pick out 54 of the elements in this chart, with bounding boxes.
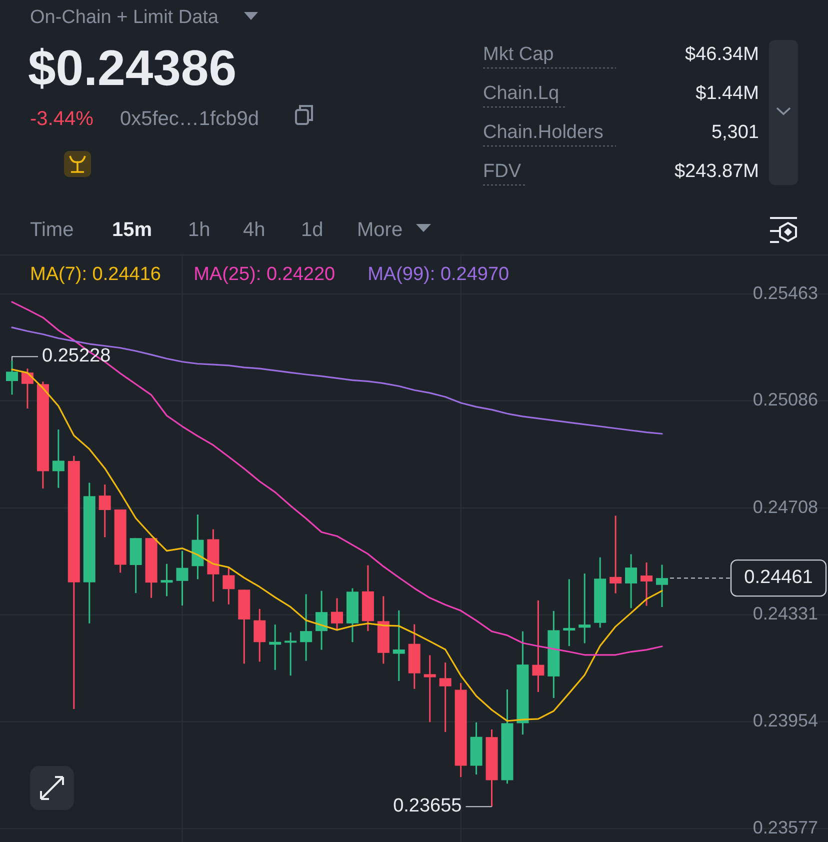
y-tick-label: 0.24331: [752, 604, 818, 624]
text: 1d: [301, 219, 324, 241]
candlestick: [424, 654, 436, 723]
text: 1h: [188, 219, 210, 241]
text: $1.44M: [696, 83, 759, 104]
candlestick: [300, 593, 312, 662]
candlestick: [316, 590, 328, 651]
text: On-Chain + Limit Data: [30, 7, 219, 28]
text: FDV: [483, 161, 522, 182]
text: Chain.Holders: [483, 122, 604, 143]
text: More: [357, 219, 403, 241]
text: 5,301: [711, 122, 759, 143]
y-tick-label: 0.25086: [752, 390, 818, 410]
candlestick: [284, 632, 297, 676]
candlestick: [21, 368, 34, 410]
candlestick: [331, 597, 343, 632]
text: $46.34M: [685, 44, 759, 65]
candlestick: [532, 600, 544, 693]
text: $0.24386: [28, 40, 237, 96]
text: $243.87M: [674, 161, 759, 182]
candlestick: [563, 578, 576, 647]
y-tick-label: 0.23954: [752, 710, 818, 731]
candlestick: [254, 608, 266, 662]
text: Chain.Lq: [483, 83, 560, 104]
annotation: 0.23655: [393, 796, 462, 817]
line-series: [11, 326, 663, 435]
y-tick-label: 0.24708: [752, 496, 818, 517]
text: MA(7): 0.24416: [30, 264, 161, 285]
text: 15m: [112, 219, 152, 241]
candlestick: [610, 514, 622, 594]
candlestick: [656, 564, 668, 608]
text: MA(25): 0.24220: [194, 264, 336, 285]
candlestick: [640, 562, 653, 607]
text: 4h: [243, 219, 266, 241]
candlestick: [98, 484, 111, 538]
line-series: [11, 301, 663, 656]
candlestick: [392, 610, 405, 682]
candlestick: [578, 572, 591, 644]
y-tick-label: 0.25463: [752, 282, 818, 303]
text: Time: [30, 219, 74, 241]
candlestick: [222, 567, 235, 606]
line-series: [11, 368, 663, 722]
y-tick-label: 0.23577: [752, 817, 818, 838]
candlestick: [439, 662, 452, 733]
ref-line-label: 0.24461: [744, 567, 813, 588]
text: MA(99): 0.24970: [368, 264, 510, 285]
candlestick: [52, 428, 64, 489]
candlestick: [176, 550, 188, 606]
candlestick: [625, 554, 638, 609]
text: -3.44%: [30, 108, 94, 130]
candlestick: [160, 563, 173, 597]
text: 0x5fec…1fcb9d: [120, 108, 259, 130]
text: Mkt Cap: [483, 44, 554, 65]
candlestick: [6, 360, 18, 396]
